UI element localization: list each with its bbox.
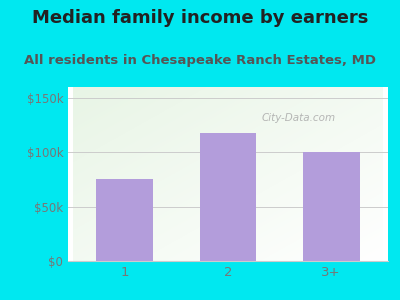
Text: All residents in Chesapeake Ranch Estates, MD: All residents in Chesapeake Ranch Estate… — [24, 54, 376, 67]
Text: Median family income by earners: Median family income by earners — [32, 9, 368, 27]
Bar — [96, 179, 153, 261]
Text: City-Data.com: City-Data.com — [261, 113, 336, 123]
Bar — [200, 133, 256, 261]
Bar — [303, 152, 360, 261]
